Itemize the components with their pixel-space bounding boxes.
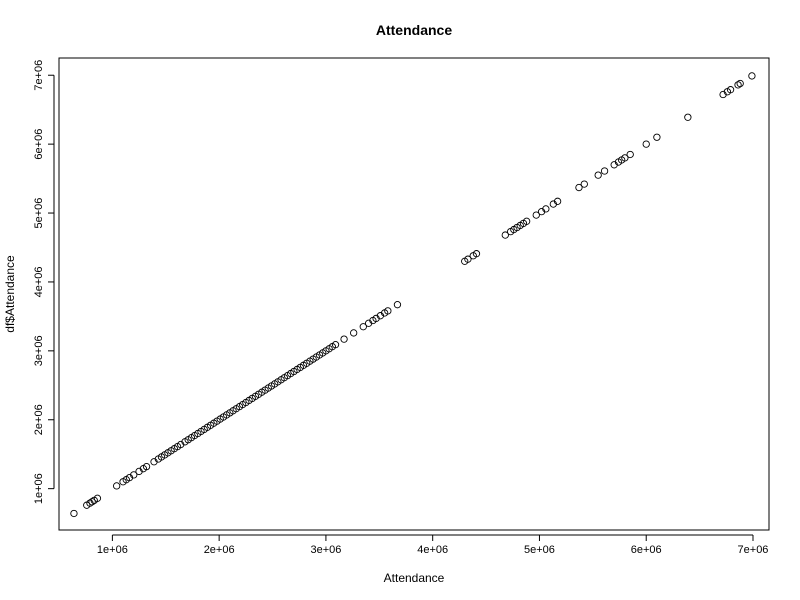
scatter-point (142, 462, 151, 471)
y-tick-label: 6e+06 (33, 129, 45, 160)
y-tick-label: 1e+06 (33, 473, 45, 504)
scatter-point (501, 231, 509, 239)
scatter-point (653, 133, 661, 141)
scatter-point (93, 494, 102, 502)
y-tick-label: 5e+06 (33, 198, 45, 229)
scatter-point (580, 180, 588, 188)
x-axis-label: Attendance (384, 571, 445, 585)
x-axis: 1e+06 2e+06 3e+06 4e+06 5e+06 6e+06 7e+06 (97, 534, 769, 556)
scatter-point (350, 329, 358, 337)
x-tick-label: 3e+06 (310, 544, 341, 556)
scatter-point (748, 72, 756, 80)
data-points (70, 72, 756, 518)
x-tick-label: 7e+06 (738, 544, 769, 556)
scatter-point (70, 509, 78, 518)
scatter-point (464, 255, 472, 263)
scatter-point (393, 301, 402, 309)
x-tick-label: 2e+06 (204, 544, 235, 556)
scatter-point (472, 250, 481, 258)
scatter-point (340, 335, 348, 343)
y-tick-label: 2e+06 (33, 404, 45, 435)
scatter-point (684, 113, 692, 121)
scatter-point (542, 205, 550, 213)
y-tick-label: 7e+06 (33, 60, 45, 91)
scatter-point (88, 498, 96, 506)
scatter-point (532, 211, 540, 219)
scatter-point (626, 150, 634, 159)
scatter-point (575, 183, 583, 192)
y-tick-label: 3e+06 (33, 335, 45, 366)
plot-frame (58, 57, 770, 531)
scatter-point (113, 482, 121, 490)
x-tick-label: 5e+06 (524, 544, 555, 556)
scatter-point (642, 140, 650, 148)
scatter-point (726, 86, 735, 94)
scatter-point (522, 217, 531, 225)
scatter-point (621, 154, 629, 162)
x-tick-label: 6e+06 (631, 544, 662, 556)
scatter-point (130, 471, 138, 479)
scatter-point (736, 79, 744, 88)
y-axis: 1e+06 2e+06 3e+06 4e+06 5e+06 6e+06 7e+06 (33, 60, 55, 504)
y-tick-label: 4e+06 (33, 266, 45, 297)
scatter-point (384, 307, 392, 315)
x-tick-label: 1e+06 (97, 544, 128, 556)
y-axis-label: df$Attendance (3, 255, 17, 333)
scatter-point (359, 323, 367, 331)
x-tick-label: 4e+06 (417, 544, 448, 556)
scatter-point (553, 197, 562, 205)
scatter-point (331, 340, 340, 349)
scatter-point (600, 167, 609, 175)
scatter-point (594, 171, 602, 179)
scatter-point (734, 81, 742, 89)
chart-title: Attendance (376, 22, 452, 38)
